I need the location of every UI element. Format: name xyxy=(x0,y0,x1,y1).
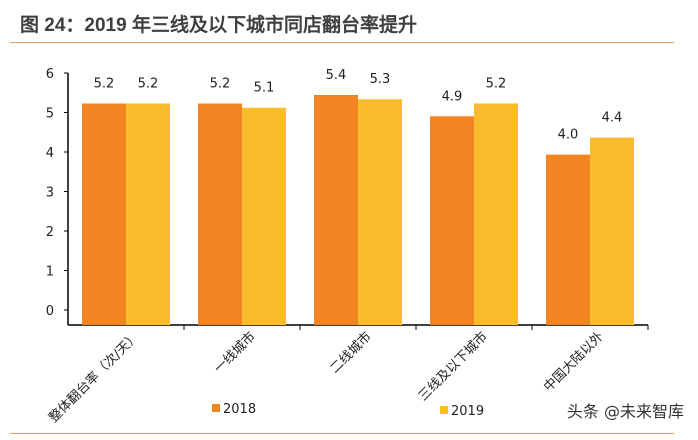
category-label: 二线城市 xyxy=(327,329,375,377)
data-label: 4.4 xyxy=(602,111,623,126)
legend-label: 2018 xyxy=(223,402,256,417)
data-label: 5.2 xyxy=(138,76,159,91)
data-label: 4.9 xyxy=(442,89,463,104)
title-divider xyxy=(10,42,674,43)
y-tick-label: 0 xyxy=(46,304,54,319)
data-label: 5.2 xyxy=(210,76,231,91)
data-label: 4.0 xyxy=(558,128,579,143)
y-tick-label: 6 xyxy=(46,67,54,82)
figure-title: 图 24：2019 年三线及以下城市同店翻台率提升 xyxy=(20,15,417,36)
category-label: 整体翻台率（次/天） xyxy=(46,329,143,426)
legend-swatch-2018 xyxy=(212,404,220,412)
y-tick-label: 2 xyxy=(46,225,54,240)
bar-2018 xyxy=(430,116,474,325)
category-label: 中国大陆以外 xyxy=(540,329,606,395)
legend-label: 2019 xyxy=(451,404,484,419)
data-label: 5.3 xyxy=(370,72,391,87)
bar-2019 xyxy=(126,103,170,325)
bar-2018 xyxy=(314,94,358,326)
data-label: 5.1 xyxy=(254,81,275,96)
watermark: 头条 @未来智库 xyxy=(566,402,684,421)
category-label: 三线及以下城市 xyxy=(415,329,491,405)
y-tick-label: 3 xyxy=(46,186,54,201)
bottom-divider xyxy=(10,433,674,434)
bar-2019 xyxy=(358,99,402,325)
bar-2018 xyxy=(546,154,590,325)
bar-2018 xyxy=(82,103,126,325)
data-label: 5.2 xyxy=(94,76,115,91)
legend-swatch-2019 xyxy=(440,406,448,414)
category-label: 一线城市 xyxy=(211,329,259,377)
data-label: 5.2 xyxy=(486,76,507,91)
y-tick-label: 5 xyxy=(46,107,54,122)
bar-2019 xyxy=(474,103,518,325)
y-tick-label: 1 xyxy=(46,265,54,280)
data-label: 5.4 xyxy=(326,68,347,83)
bar-2019 xyxy=(590,137,634,325)
y-tick-label: 4 xyxy=(46,146,54,161)
bar-2019 xyxy=(242,107,286,326)
bar-2018 xyxy=(198,103,242,325)
